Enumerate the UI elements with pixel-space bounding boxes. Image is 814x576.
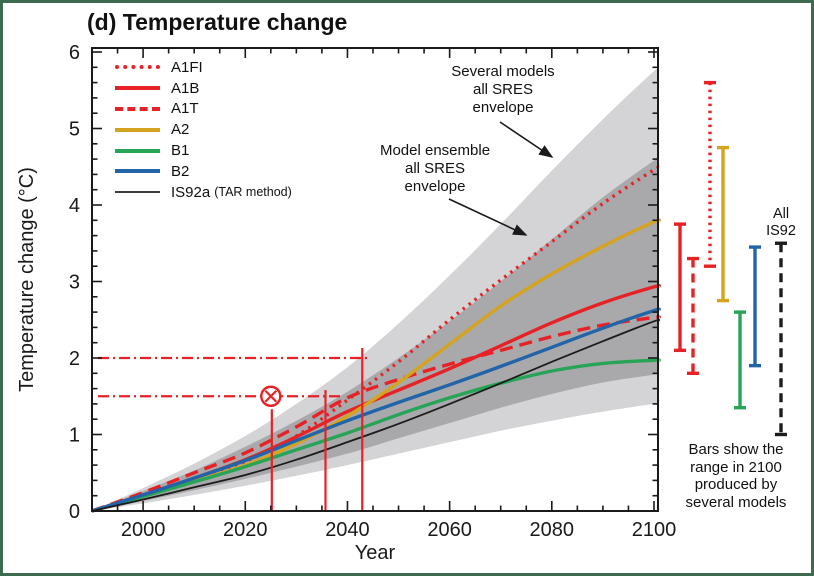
annotation-model-ensemble: Model ensemble all SRES envelope	[343, 142, 527, 196]
range-bar-a1b	[674, 222, 686, 353]
note-line: Bars show the	[688, 441, 784, 458]
annotation-line: envelope	[404, 178, 466, 195]
annotation-line: IS92	[766, 222, 796, 239]
note-bars-range: Bars show the range in 2100 produced by …	[662, 441, 810, 511]
annotation-line: All	[772, 206, 790, 222]
range-bar-a1fi	[704, 80, 716, 268]
legend-label: A1B	[171, 79, 200, 97]
arrow-several-models	[499, 121, 554, 158]
annotation-line: Several models	[451, 63, 555, 80]
curve-b1	[91, 358, 661, 513]
x-tick-label: 2060	[427, 519, 472, 541]
legend-item-a1fi: A1FI	[115, 57, 292, 78]
annotation-line: all SRES	[472, 81, 534, 98]
legend-item-b1: B1	[115, 140, 292, 161]
label-all-is92: All IS92	[751, 206, 811, 239]
y-axis-title: Temperature change (°C)	[16, 167, 38, 392]
y-tick-label: 0	[69, 501, 80, 523]
x-tick-label: 2040	[325, 519, 370, 541]
legend-item-is92a: IS92a (TAR method)	[115, 182, 292, 203]
x-axis-title: Year	[355, 542, 396, 564]
legend-label: A2	[171, 121, 190, 139]
arrow-model-ensemble	[448, 198, 528, 236]
y-tick-label: 2	[69, 348, 80, 370]
annotation-line: all SRES	[404, 160, 466, 177]
legend-label: A1FI	[171, 58, 203, 76]
x-tick-label: 2020	[223, 519, 268, 541]
threshold-overlay	[98, 348, 368, 511]
annotation-line: envelope	[472, 99, 534, 116]
range-bar-b2	[749, 245, 761, 368]
b2-line-swatch	[115, 169, 160, 174]
a2-line-swatch	[115, 127, 160, 132]
legend-item-a2: A2	[115, 119, 292, 140]
x-tick-label: 2000	[121, 519, 166, 541]
a1b-line-swatch	[115, 86, 160, 91]
legend-item-a1t: A1T	[115, 99, 292, 120]
legend-label: B2	[171, 162, 190, 180]
chart-title: (d) Temperature change	[87, 9, 348, 35]
range-bar-a1t	[687, 256, 699, 375]
a1t-line-swatch	[115, 106, 160, 111]
legend-label: IS92a	[171, 183, 211, 201]
y-tick-label: 4	[69, 195, 80, 217]
legend-label: A1T	[171, 100, 199, 118]
legend-label-suffix: (TAR method)	[214, 185, 292, 200]
plot-frame	[91, 47, 659, 512]
note-line: several models	[685, 493, 787, 511]
curve-b2	[91, 307, 661, 513]
a1fi-line-swatch	[115, 65, 160, 70]
y-tick-label: 3	[69, 272, 80, 294]
note-line: produced by	[694, 476, 778, 493]
legend-item-b2: B2	[115, 161, 292, 182]
ensemble-envelope-area	[92, 157, 660, 511]
annotation-several-models: Several models all SRES envelope	[411, 63, 595, 117]
x-tick-label: 2080	[530, 519, 575, 541]
temperature-change-chart: 2000 2020 2040 2060 2080 2100 0 1 2 3 4 5 6 Year Tempe…	[16, 42, 787, 564]
range-bar-all-is92	[775, 241, 787, 437]
legend-label: B1	[171, 142, 190, 160]
curve-a1t	[91, 315, 661, 513]
range-bar-a2	[717, 145, 729, 303]
legend-item-a1b: A1B	[115, 78, 292, 99]
range-bar-b1	[734, 310, 746, 410]
note-line: range in 2100	[690, 458, 782, 476]
y-tick-label: 5	[69, 119, 80, 141]
x-tick-label: 2100	[632, 519, 677, 541]
axis-ticks	[91, 48, 658, 512]
is92a-line-swatch	[115, 191, 160, 194]
curve-is92a	[91, 318, 661, 512]
scenario-legend: A1FI A1B A1T A2 B1 B2 IS92a (TAR method)	[115, 57, 292, 203]
crossing-marker	[260, 385, 282, 407]
y-tick-label: 6	[69, 42, 80, 64]
y-tick-label: 1	[69, 425, 80, 447]
b1-line-swatch	[115, 148, 160, 153]
annotation-line: Model ensemble	[379, 142, 491, 159]
